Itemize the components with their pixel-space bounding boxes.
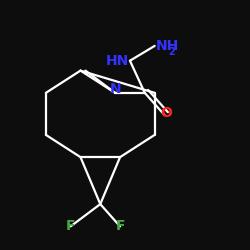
Text: F: F	[115, 219, 125, 233]
Text: O: O	[160, 106, 172, 120]
Text: 2: 2	[168, 47, 175, 57]
Text: NH: NH	[156, 39, 179, 53]
Text: HN: HN	[106, 54, 129, 68]
Text: F: F	[66, 219, 75, 233]
Text: N: N	[109, 82, 121, 96]
